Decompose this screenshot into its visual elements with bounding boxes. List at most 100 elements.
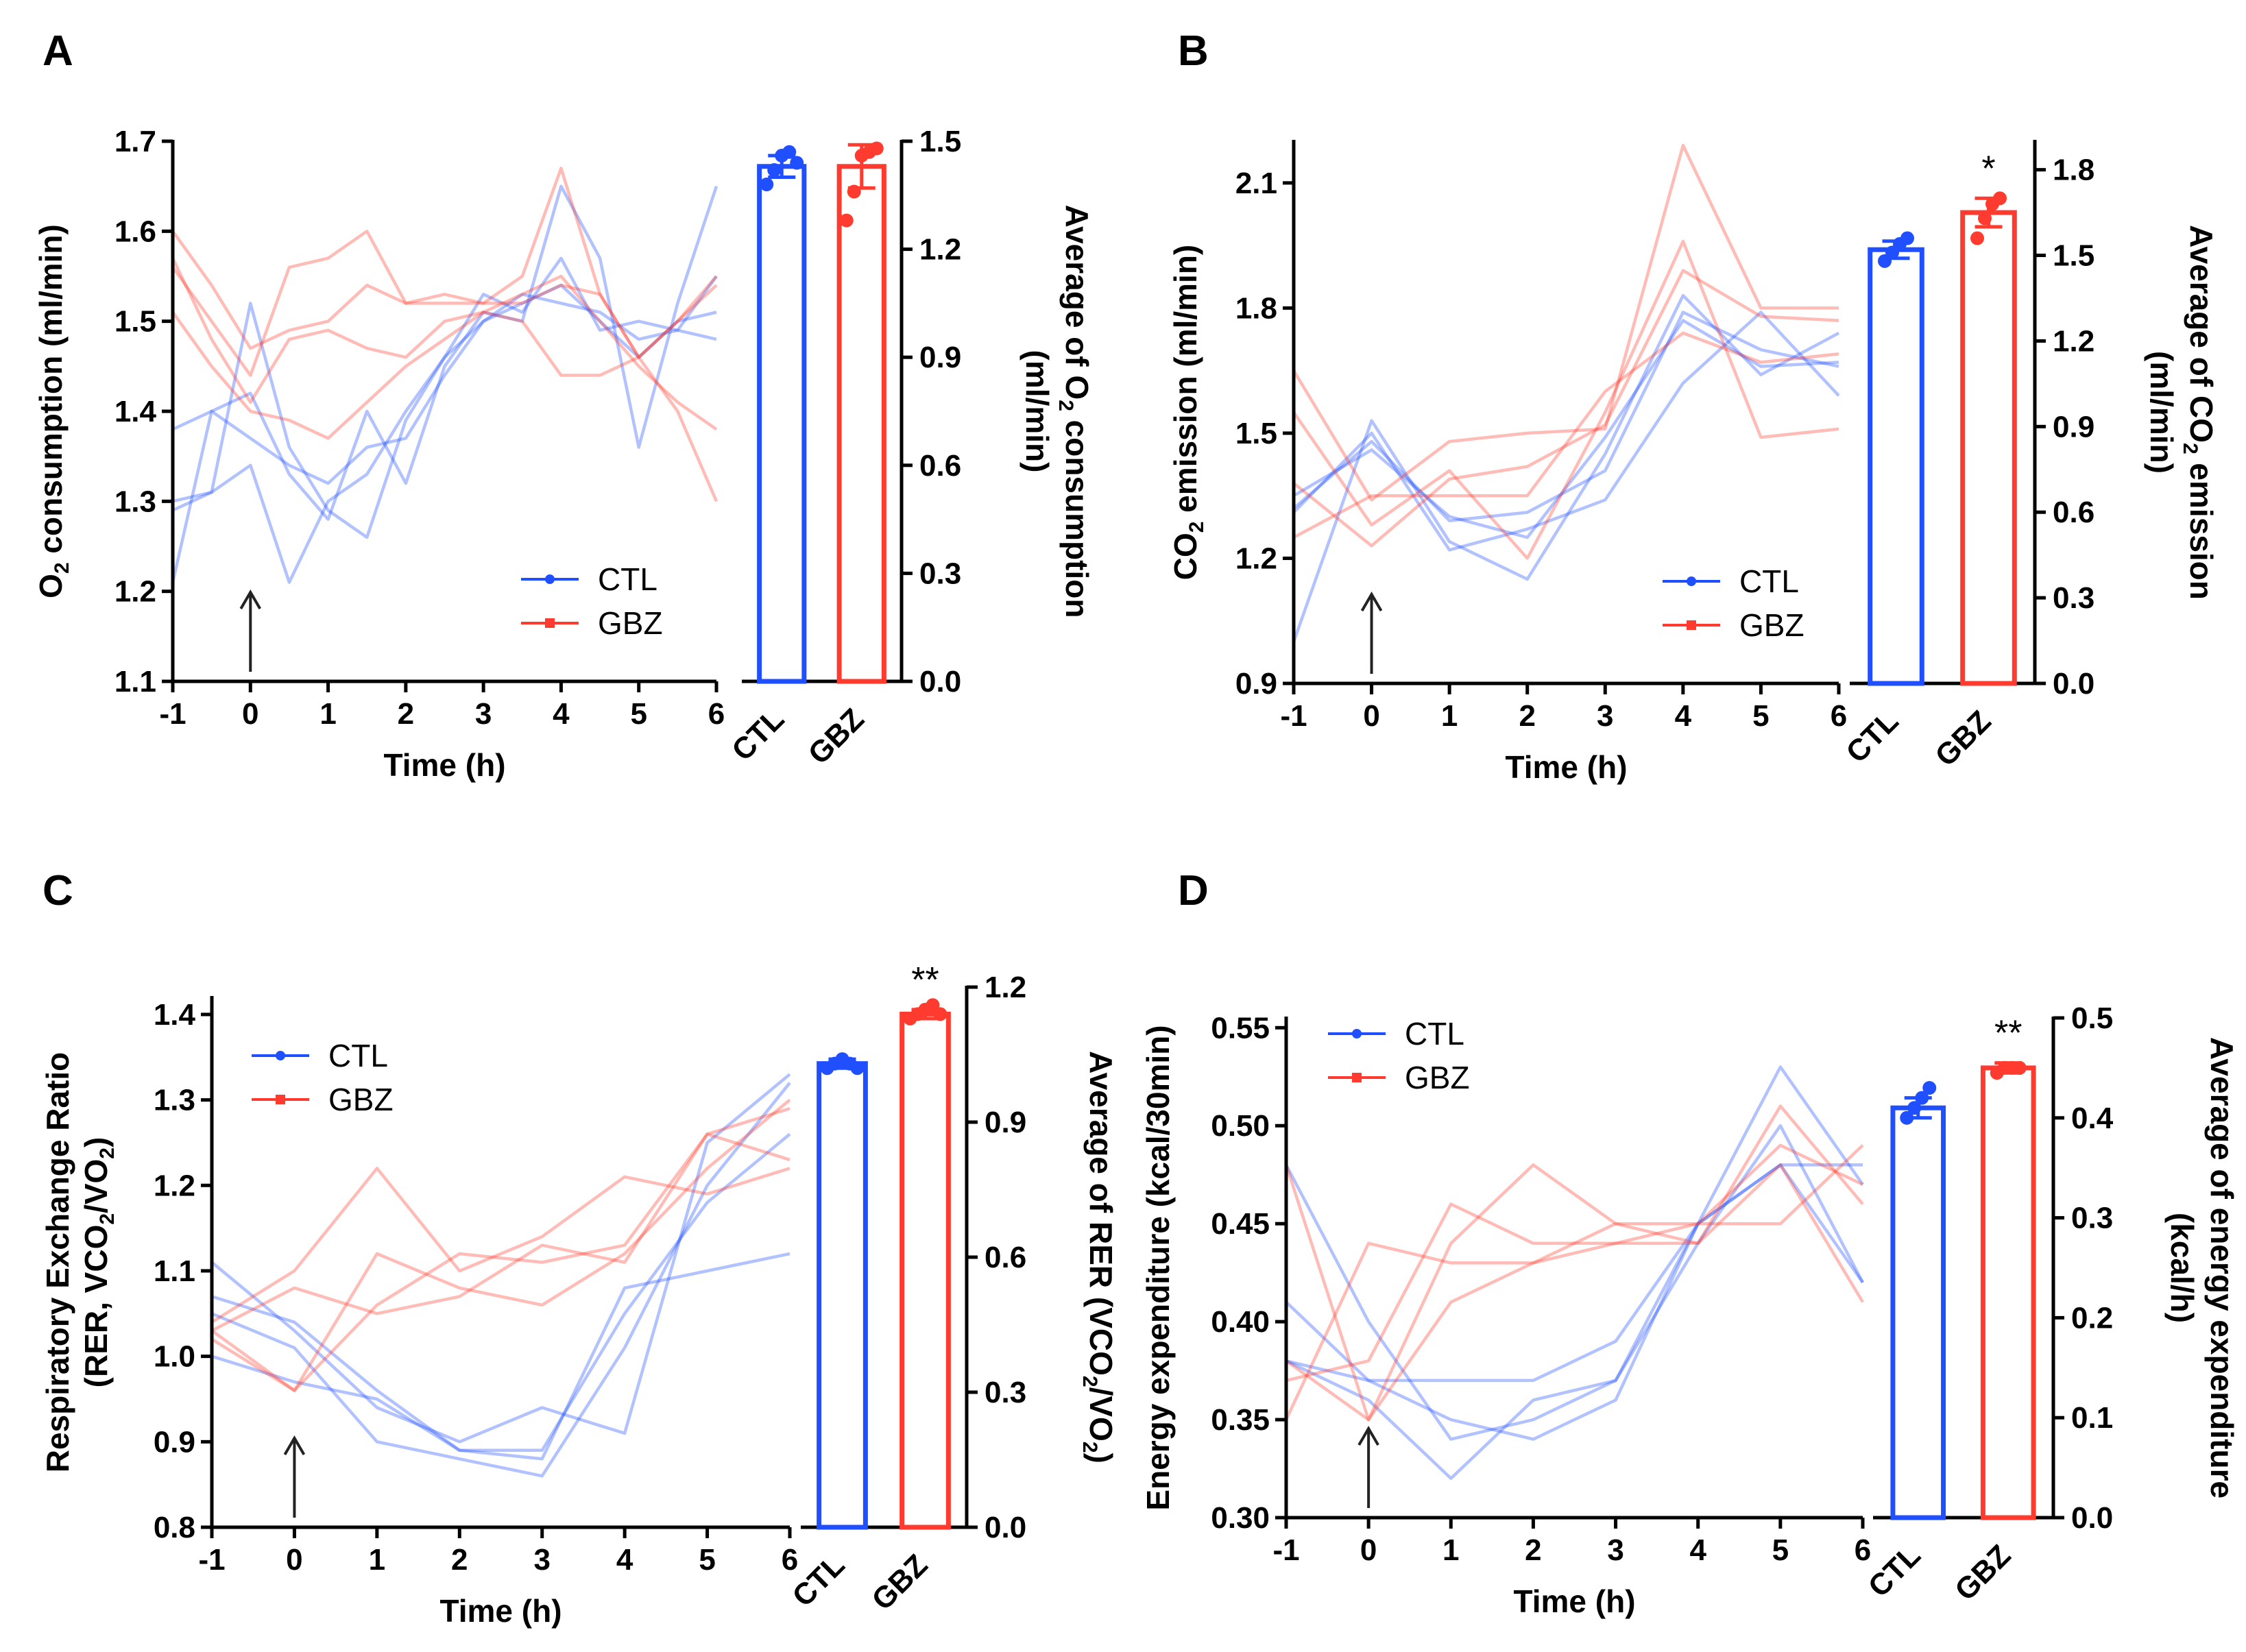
series-line-ctl xyxy=(172,184,719,521)
bar-y-tick-label: 0.0 xyxy=(2071,1501,2113,1535)
series-line-gbz xyxy=(171,167,718,359)
panel-letter: A xyxy=(43,27,73,75)
legend-label-gbz: GBZ xyxy=(1739,607,1804,643)
panel-letter: C xyxy=(43,867,73,914)
series-line-ctl xyxy=(1292,311,1839,522)
y-tick-label: 0.9 xyxy=(1235,667,1277,701)
arrow-head xyxy=(239,590,262,610)
bar-y-tick-label: 1.2 xyxy=(919,233,961,267)
x-tick-label: 5 xyxy=(630,697,647,731)
bar-y-axis-title: Average of CO2 emission xyxy=(2179,225,2219,600)
bar-gbz xyxy=(836,164,886,684)
panel-c: C 0.8 0.9 1.0 1.1 1.2 1.3 1.4 -1 0 1 2 3 4 5 6 Time (h) R… xyxy=(40,867,1119,1629)
bar-y-axis-title: Average of RER (VCO2/VO2) xyxy=(1078,1051,1119,1463)
y-tick-label: 1.5 xyxy=(1235,417,1277,450)
legend-marker xyxy=(1352,1029,1362,1038)
series-line-gbz xyxy=(1292,331,1839,539)
data-point xyxy=(1907,1101,1922,1115)
x-tick-label: 3 xyxy=(533,1543,550,1577)
series-line-ctl xyxy=(211,1132,791,1453)
legend-label-ctl: CTL xyxy=(598,561,657,597)
legend-label-ctl: CTL xyxy=(1739,563,1799,599)
series-line-ctl xyxy=(211,1252,790,1461)
bar-category-label: GBZ xyxy=(865,1548,934,1616)
x-tick-label: 2 xyxy=(451,1543,468,1577)
bar-category-label: CTL xyxy=(725,702,790,767)
bar-y-axis-title: (ml/min) xyxy=(2144,351,2179,474)
legend-marker xyxy=(1687,576,1696,586)
bar-y-tick-label: 0.6 xyxy=(985,1241,1026,1274)
x-axis-title: Time (h) xyxy=(383,747,505,783)
y-tick-label: 0.45 xyxy=(1211,1207,1270,1241)
series-line-ctl xyxy=(210,1073,791,1444)
significance-label: ** xyxy=(911,960,939,1000)
bar-y-tick-label: 0.6 xyxy=(2053,496,2094,529)
y-axis-title: O2 consumption (ml/min) xyxy=(33,224,73,598)
x-tick-label: 3 xyxy=(475,697,492,731)
x-tick-label: 6 xyxy=(1831,699,1847,733)
data-point xyxy=(850,1061,865,1076)
data-point xyxy=(847,184,861,199)
x-tick-label: 6 xyxy=(1855,1533,1871,1567)
y-tick-label: 1.1 xyxy=(154,1254,195,1288)
bar-y-tick-label: 0.9 xyxy=(2053,410,2094,444)
y-tick-label: 1.3 xyxy=(154,1084,195,1117)
bar-y-tick-label: 0.3 xyxy=(2071,1202,2113,1235)
y-tick-label: 1.4 xyxy=(114,395,157,428)
data-point xyxy=(1900,231,1914,245)
series-line-gbz xyxy=(1285,1104,1864,1383)
series-line-gbz xyxy=(171,230,719,502)
x-tick-label: 2 xyxy=(1519,699,1535,733)
data-point xyxy=(1970,231,1984,245)
panel-letter: B xyxy=(1178,27,1209,75)
bar-y-tick-label: 0.4 xyxy=(2071,1102,2114,1135)
x-tick-label: -1 xyxy=(159,697,186,731)
legend-marker xyxy=(545,574,555,584)
bar-gbz xyxy=(899,1011,951,1530)
x-tick-label: 5 xyxy=(1752,699,1769,733)
series-line-gbz xyxy=(210,1167,790,1324)
data-point xyxy=(760,178,774,192)
y-tick-label: 1.5 xyxy=(114,305,156,339)
arrow-head xyxy=(1357,1426,1379,1446)
legend-label-gbz: GBZ xyxy=(328,1082,394,1117)
legend-label-gbz: GBZ xyxy=(598,605,663,641)
y-tick-label: 1.4 xyxy=(154,998,196,1032)
y-tick-label: 1.2 xyxy=(154,1169,195,1202)
data-point xyxy=(1993,191,2007,206)
series-line-ctl xyxy=(211,1082,791,1478)
bar-y-tick-label: 0.9 xyxy=(985,1106,1026,1139)
x-tick-label: 2 xyxy=(1525,1533,1541,1567)
legend-marker xyxy=(545,618,555,628)
y-tick-label: 0.55 xyxy=(1211,1011,1270,1045)
bar-category-label: GBZ xyxy=(1929,704,1997,773)
x-axis-title: Time (h) xyxy=(1513,1583,1635,1619)
y-tick-label: 2.1 xyxy=(1235,167,1277,200)
y-tick-label: 1.7 xyxy=(114,125,156,158)
panel-letter: D xyxy=(1178,867,1209,914)
legend-marker xyxy=(1687,620,1696,630)
bar-y-tick-label: 0.0 xyxy=(985,1511,1026,1544)
legend-label-gbz: GBZ xyxy=(1405,1060,1470,1095)
x-tick-label: -1 xyxy=(1280,699,1307,733)
bar-y-tick-label: 1.8 xyxy=(2053,154,2094,187)
x-tick-label: 4 xyxy=(1675,699,1692,733)
series-line-ctl xyxy=(1292,319,1839,539)
bar-ctl xyxy=(757,164,807,684)
data-point xyxy=(839,213,854,228)
significance-label: * xyxy=(1981,149,1995,189)
x-tick-label: 5 xyxy=(1772,1533,1789,1567)
x-tick-label: 1 xyxy=(1442,1533,1459,1567)
bar-y-tick-label: 0.3 xyxy=(2053,581,2094,615)
significance-label: ** xyxy=(1994,1014,2022,1054)
data-point xyxy=(2012,1060,2027,1075)
bar-y-axis-title: (kcal/h) xyxy=(2164,1213,2200,1323)
bar-y-tick-label: 0.0 xyxy=(2053,667,2094,701)
y-tick-label: 1.0 xyxy=(154,1340,195,1374)
y-axis-title: Energy expenditure (kcal/30min) xyxy=(1140,1025,1176,1510)
y-tick-label: 0.35 xyxy=(1211,1403,1270,1437)
x-tick-label: -1 xyxy=(1272,1533,1299,1567)
y-tick-label: 1.3 xyxy=(114,485,156,518)
data-point xyxy=(767,163,782,178)
bar-category-label: GBZ xyxy=(801,702,870,770)
